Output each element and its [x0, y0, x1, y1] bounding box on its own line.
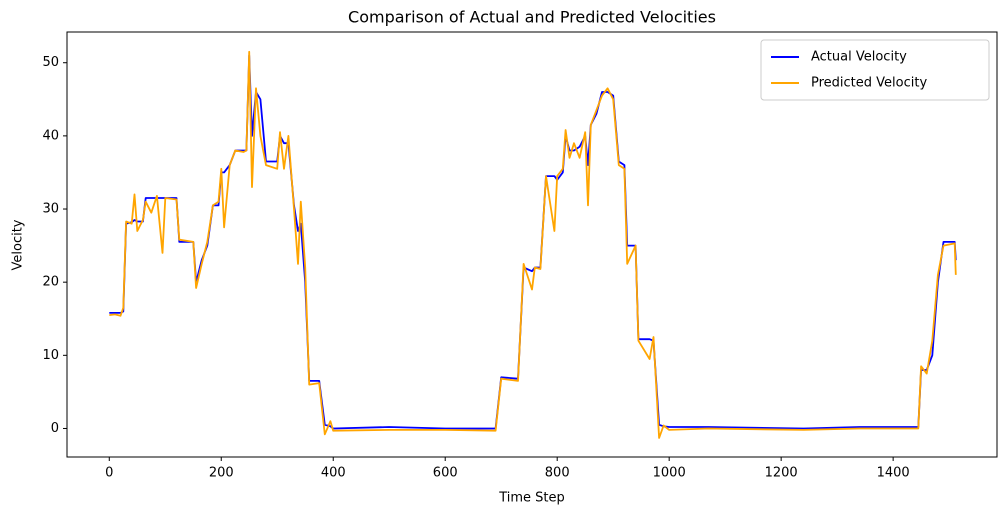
x-axis-label: Time Step	[498, 491, 565, 506]
y-tick-label: 0	[51, 421, 59, 436]
legend-label: Predicted Velocity	[811, 76, 927, 91]
legend-label: Actual Velocity	[811, 50, 907, 65]
y-tick-label: 40	[42, 128, 59, 143]
chart-title: Comparison of Actual and Predicted Veloc…	[348, 8, 716, 27]
line-series	[109, 50, 957, 439]
x-tick-label: 1200	[765, 466, 798, 481]
y-axis-label: Velocity	[11, 219, 26, 270]
y-tick-label: 50	[42, 55, 59, 70]
x-tick-label: 600	[433, 466, 458, 481]
y-tick-label: 20	[42, 275, 59, 290]
x-tick-label: 200	[209, 466, 234, 481]
x-tick-label: 800	[545, 466, 570, 481]
y-tick-label: 10	[42, 348, 59, 363]
legend-box	[760, 39, 990, 101]
x-tick-label: 0	[105, 466, 113, 481]
plot-frame	[66, 31, 998, 458]
y-tick-label: 30	[42, 202, 59, 217]
x-tick-label: 1400	[877, 466, 910, 481]
line-series	[109, 54, 957, 430]
x-tick-label: 400	[321, 466, 346, 481]
x-tick-label: 1000	[653, 466, 686, 481]
